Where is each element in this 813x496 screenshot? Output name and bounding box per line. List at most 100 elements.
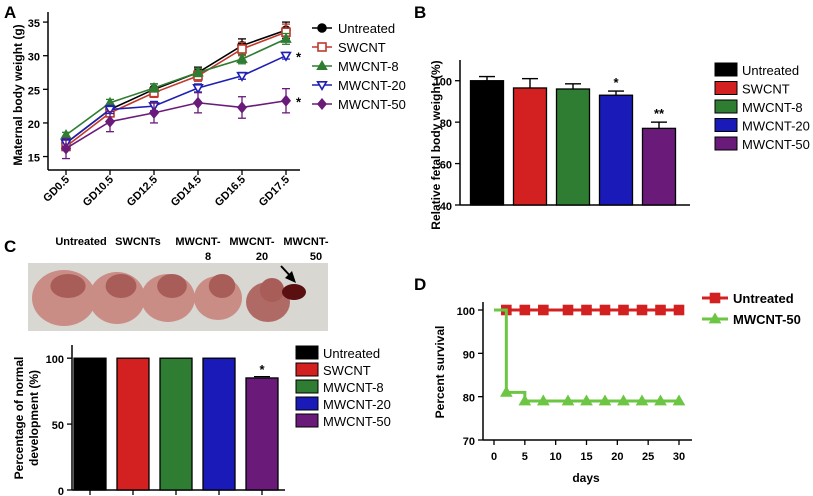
panel-d-chart: 70 80 90 100 0 5 10 15 20 25 30 days Percent surviva… <box>433 291 801 485</box>
data-point <box>148 81 160 92</box>
legend-marker <box>709 292 721 304</box>
legend-label: Untreated <box>323 346 380 361</box>
survival-point <box>635 394 649 406</box>
legend-swatch <box>714 99 738 114</box>
x-tick-label-d: 25 <box>642 451 654 463</box>
y-tick-label-d: 70 <box>463 436 475 448</box>
legend-swatch <box>295 345 319 360</box>
legend-marker <box>316 97 328 111</box>
photo-label-line2: 50 <box>310 251 322 263</box>
x-tick-label-a: GD0.5 <box>41 174 72 205</box>
y-tick-label-b: 100 <box>434 77 452 89</box>
y-axis-title-c-line1: Percentage of normal <box>12 357 26 480</box>
survival-point <box>599 304 611 316</box>
panel-c-photo: Untreated SWCNTs MWCNT- 8 MWCNT- 20 MWCNT- 50 <box>28 236 329 331</box>
x-tick-label-d: 10 <box>550 451 562 463</box>
survival-point <box>538 304 549 316</box>
legend-label: MWCNT-8 <box>323 380 384 395</box>
legend-label: MWCNT-20 <box>338 78 406 93</box>
legend-marker <box>316 60 328 70</box>
data-point <box>236 71 248 82</box>
legend-marker <box>317 42 327 52</box>
legend-label: MWCNT-8 <box>338 59 399 74</box>
x-tick-label-a: GD10.5 <box>81 174 116 209</box>
x-tick-label-d: 15 <box>580 451 592 463</box>
photo-label-line2: 8 <box>205 251 211 263</box>
y-axis-title-b: Relative fetal body weight (%) <box>429 60 443 229</box>
panel-letter-b: B <box>414 3 426 22</box>
y-tick-label-c: 50 <box>52 420 64 432</box>
bar-untreated <box>73 357 107 491</box>
data-point <box>237 44 247 54</box>
legend-label: MWCNT-50 <box>338 97 406 112</box>
series-line-mwcnt-8 <box>65 38 287 136</box>
x-tick-label-d: 0 <box>491 451 497 463</box>
photo-label-line1: MWCNT- <box>283 236 329 248</box>
y-tick-label-b: 60 <box>440 160 452 172</box>
fetus-head <box>208 274 236 298</box>
x-tick-label-a: GD14.5 <box>169 174 204 209</box>
panel-c-chart: 0 50 100 Percentage of normal development (%… <box>12 345 391 496</box>
fetus-head <box>50 274 86 298</box>
significance-star: ** <box>654 106 665 121</box>
photo-label-line1: MWCNT- <box>229 236 275 248</box>
legend-marker <box>708 312 722 324</box>
series-line-swcnt <box>65 31 287 148</box>
significance-star: * <box>613 75 619 90</box>
y-tick-label-c: 100 <box>46 354 64 366</box>
bar-mwcnt-8 <box>555 88 591 206</box>
legend-swatch <box>714 118 738 132</box>
legend-label: MWCNT-50 <box>742 137 810 152</box>
legend-label: Untreated <box>338 21 395 36</box>
photo-label-line1: Untreated <box>55 236 106 248</box>
data-point <box>192 66 204 77</box>
y-tick-label-a: 30 <box>28 52 40 64</box>
bar-mwcnt-50 <box>245 377 279 491</box>
y-tick-label-d: 100 <box>457 306 475 318</box>
survival-point <box>519 304 531 316</box>
legend-label: MWCNT-50 <box>323 414 391 429</box>
survival-line-mwcnt-50 <box>494 308 679 403</box>
survival-point <box>672 394 686 406</box>
y-tick-label-a: 20 <box>28 119 40 131</box>
bar-mwcnt-20 <box>202 357 236 491</box>
bar-swcnt <box>116 357 150 491</box>
fetus-head <box>259 278 285 302</box>
y-tick-label-a: 25 <box>28 85 40 97</box>
legend-label: MWCNT-20 <box>323 397 391 412</box>
survival-point <box>536 394 550 406</box>
legend-label: SWCNT <box>338 40 386 55</box>
x-tick-label-a: GD12.5 <box>125 174 160 209</box>
y-tick-label-a: 15 <box>28 153 40 165</box>
y-tick-label-b: 80 <box>440 118 452 130</box>
y-tick-label-c: 0 <box>58 486 64 496</box>
data-point <box>60 142 72 155</box>
survival-point <box>655 304 666 316</box>
x-tick-label-d: 5 <box>522 451 528 463</box>
fetus-head <box>157 274 187 298</box>
legend-marker <box>317 23 327 33</box>
y-tick-label-d: 90 <box>463 349 475 361</box>
data-point <box>104 105 116 116</box>
bar-mwcnt-8 <box>159 357 193 491</box>
data-point <box>104 115 116 128</box>
data-point <box>280 94 292 107</box>
x-tick-label-d: 20 <box>611 451 623 463</box>
survival-point <box>617 394 630 406</box>
legend-swatch <box>714 81 738 95</box>
photo-label-line1: SWCNTs <box>115 236 161 248</box>
panel-letter-c: C <box>4 237 16 256</box>
legend-swatch <box>295 413 319 428</box>
panel-a-chart: 15 20 25 30 35 GD0.5 GD10.5 GD12.5 GD14.5 GD16.5 G… <box>11 12 406 209</box>
x-axis-title-d: days <box>572 471 600 485</box>
series-line-untreated <box>65 29 287 144</box>
survival-point <box>581 304 592 316</box>
legend-marker <box>316 81 328 91</box>
data-point <box>280 51 292 62</box>
bar-mwcnt-20 <box>598 94 634 206</box>
legend-label: Untreated <box>742 63 799 78</box>
survival-point <box>580 394 593 406</box>
y-tick-label-d: 80 <box>463 393 475 405</box>
